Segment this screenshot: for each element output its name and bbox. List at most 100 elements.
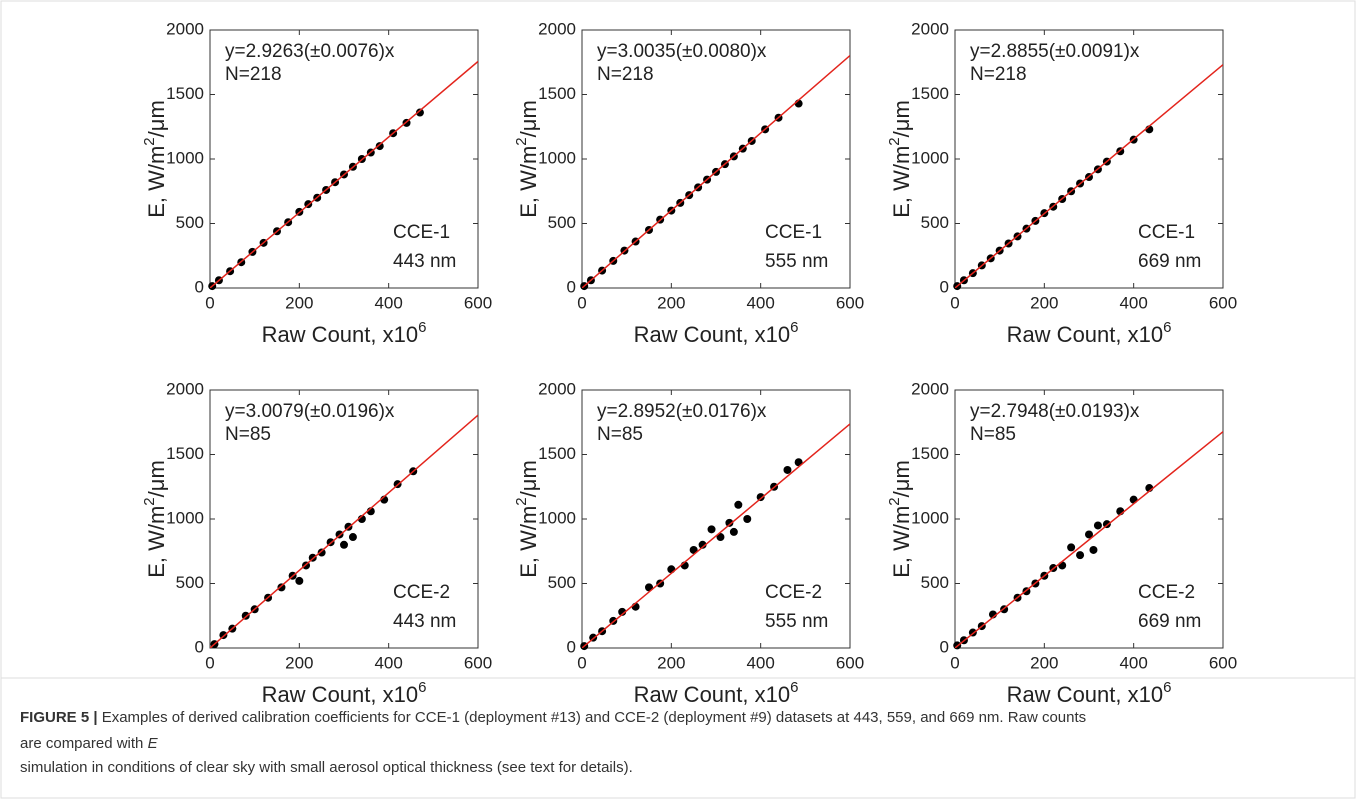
data-point xyxy=(698,540,707,549)
annotation: y=3.0035(±0.0080)x xyxy=(597,41,767,62)
y-axis-label-part: /μm xyxy=(889,460,914,497)
x-tick-label: 400 xyxy=(374,653,402,672)
y-axis-label-part: 2 xyxy=(141,497,158,505)
x-tick-label: 600 xyxy=(1209,653,1237,672)
y-axis-label-part: /μm xyxy=(144,460,169,497)
annotation: CCE-2 xyxy=(765,582,822,603)
annotation: CCE-1 xyxy=(765,222,822,243)
y-axis-label: E, W/m2/μm xyxy=(141,460,169,578)
fit-line xyxy=(582,54,850,288)
x-tick-label: 200 xyxy=(1030,653,1058,672)
plot-area xyxy=(581,389,851,649)
y-axis-label-part: /μm xyxy=(516,100,541,137)
y-tick-label: 0 xyxy=(567,277,576,296)
data-point xyxy=(348,533,357,542)
y-axis-label-part: E, W/m xyxy=(144,146,169,218)
y-tick-label: 1000 xyxy=(538,508,576,527)
y-tick-label: 1000 xyxy=(538,148,576,167)
y-axis-label-part: 2 xyxy=(141,137,158,145)
y-tick-label: 1000 xyxy=(911,148,949,167)
y-tick-label: 1500 xyxy=(166,84,204,103)
data-point xyxy=(219,631,228,640)
x-axis-label-part: 6 xyxy=(418,319,426,336)
x-tick-label: 200 xyxy=(285,293,313,312)
x-tick-label: 200 xyxy=(1030,293,1058,312)
annotation: y=2.7948(±0.0193)x xyxy=(970,401,1140,422)
x-axis-label: Raw Count, x106 xyxy=(1007,319,1172,347)
data-point xyxy=(734,500,743,509)
y-tick-label: 0 xyxy=(940,637,949,656)
x-tick-label: 200 xyxy=(657,293,685,312)
x-tick-label: 600 xyxy=(1209,293,1237,312)
data-point xyxy=(725,518,734,527)
y-axis-label-part: 2 xyxy=(513,137,530,145)
annotation: CCE-2 xyxy=(393,582,450,603)
data-point xyxy=(689,545,698,554)
caption-line: FIGURE 5 | Examples of derived calibrati… xyxy=(20,709,1086,726)
data-point xyxy=(743,515,752,523)
data-point xyxy=(317,548,326,557)
x-axis-label-part: Raw Count, x10 xyxy=(634,682,791,707)
fit-line xyxy=(955,431,1223,648)
plot-area xyxy=(581,29,851,289)
y-axis-label-part: E, W/m xyxy=(516,506,541,578)
x-tick-label: 600 xyxy=(464,293,492,312)
caption-text: are compared with xyxy=(20,735,148,752)
annotation: CCE-2 xyxy=(1138,582,1195,603)
x-tick-label: 0 xyxy=(205,293,214,312)
x-tick-label: 0 xyxy=(577,293,586,312)
annotation: 555 nm xyxy=(765,251,828,272)
x-tick-label: 0 xyxy=(950,293,959,312)
annotation: CCE-1 xyxy=(1138,222,1195,243)
x-tick-label: 400 xyxy=(374,293,402,312)
x-tick-label: 600 xyxy=(836,653,864,672)
x-axis-label-part: 6 xyxy=(418,679,426,696)
x-tick-label: 200 xyxy=(657,653,685,672)
annotation: y=3.0079(±0.0196)x xyxy=(225,401,395,422)
x-tick-label: 0 xyxy=(577,653,586,672)
data-point xyxy=(1058,561,1067,570)
data-point xyxy=(1093,521,1102,530)
x-axis-label: Raw Count, x106 xyxy=(634,679,799,707)
x-tick-label: 600 xyxy=(464,653,492,672)
data-point xyxy=(729,527,738,536)
fit-line xyxy=(582,423,850,648)
y-tick-label: 500 xyxy=(921,573,949,592)
data-point xyxy=(1089,545,1098,554)
y-axis-label-part: /μm xyxy=(889,100,914,137)
y-tick-label: 500 xyxy=(921,213,949,232)
x-tick-label: 0 xyxy=(205,653,214,672)
y-tick-label: 1500 xyxy=(911,84,949,103)
x-tick-label: 400 xyxy=(1119,293,1147,312)
x-axis-label-part: Raw Count, x10 xyxy=(262,322,419,347)
y-tick-label: 2000 xyxy=(538,19,576,38)
y-axis-label: E, W/m2/μm xyxy=(513,100,541,218)
y-axis-label: E, W/m2/μm xyxy=(141,100,169,218)
x-axis-label: Raw Count, x106 xyxy=(262,319,427,347)
x-axis-label-part: 6 xyxy=(1163,319,1171,336)
y-axis-label: E, W/m2/μm xyxy=(886,460,914,578)
annotation: 443 nm xyxy=(393,251,456,272)
data-point xyxy=(277,583,286,592)
y-tick-label: 2000 xyxy=(911,379,949,398)
y-tick-label: 2000 xyxy=(166,19,204,38)
y-axis-label-part: 2 xyxy=(886,137,903,145)
plot-area xyxy=(209,29,479,289)
data-point xyxy=(618,607,627,616)
data-point xyxy=(295,576,304,585)
caption-text: Examples of derived calibration coeffici… xyxy=(98,709,1087,726)
y-tick-label: 0 xyxy=(567,637,576,656)
caption-line: simulation in conditions of clear sky wi… xyxy=(20,759,633,776)
data-point xyxy=(415,108,424,117)
caption-text: simulation in conditions of clear sky wi… xyxy=(20,759,633,776)
x-tick-label: 0 xyxy=(950,653,959,672)
y-tick-label: 1500 xyxy=(911,444,949,463)
y-tick-label: 0 xyxy=(195,637,204,656)
x-tick-label: 200 xyxy=(285,653,313,672)
fit-line xyxy=(210,60,478,288)
y-tick-label: 1000 xyxy=(911,508,949,527)
y-axis-label-part: 2 xyxy=(886,497,903,505)
y-axis-label-part: E, W/m xyxy=(144,506,169,578)
annotation: N=218 xyxy=(225,64,282,85)
